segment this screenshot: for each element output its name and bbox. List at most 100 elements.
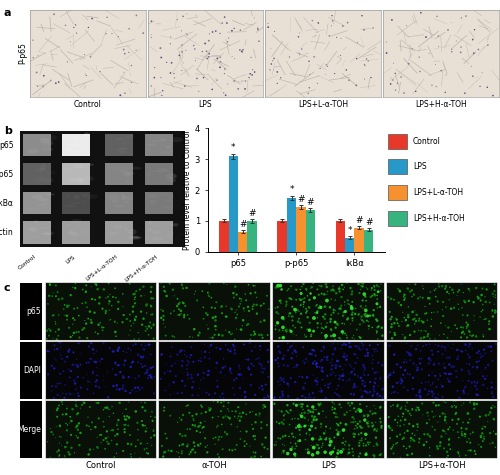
Point — [368, 352, 376, 359]
Point — [209, 314, 217, 322]
Point — [58, 295, 66, 303]
Point — [122, 387, 130, 395]
Point — [200, 428, 207, 436]
Point — [488, 348, 496, 355]
Point — [60, 301, 68, 309]
Point — [256, 346, 264, 353]
Point — [242, 400, 250, 408]
Point — [490, 300, 498, 308]
Point — [346, 407, 354, 414]
Point — [196, 329, 203, 337]
Point — [204, 371, 212, 379]
Point — [148, 374, 156, 382]
Point — [52, 293, 60, 300]
Point — [320, 303, 328, 311]
Point — [300, 392, 308, 399]
Ellipse shape — [148, 196, 156, 198]
Point — [469, 363, 477, 371]
Point — [412, 281, 420, 288]
Point — [418, 317, 426, 325]
Point — [295, 422, 303, 430]
Point — [158, 87, 166, 95]
Point — [250, 362, 258, 370]
Point — [442, 88, 450, 96]
Point — [371, 369, 379, 376]
Point — [228, 408, 236, 415]
Point — [458, 323, 466, 331]
Point — [312, 377, 320, 384]
Point — [415, 406, 423, 414]
Point — [358, 339, 366, 347]
Point — [318, 282, 326, 290]
Point — [284, 392, 292, 400]
Point — [296, 437, 304, 445]
Point — [442, 71, 450, 79]
Point — [104, 279, 112, 287]
Point — [311, 357, 319, 365]
Point — [366, 342, 374, 349]
Point — [478, 425, 486, 432]
Point — [58, 411, 66, 418]
Point — [63, 316, 71, 323]
Point — [188, 333, 196, 341]
Point — [402, 406, 410, 413]
Point — [204, 367, 212, 375]
Point — [302, 356, 310, 363]
Point — [464, 377, 472, 385]
Point — [304, 90, 312, 97]
Point — [432, 83, 440, 90]
Point — [239, 375, 247, 382]
Point — [480, 432, 488, 440]
Point — [205, 293, 213, 300]
Point — [442, 283, 450, 291]
Ellipse shape — [153, 140, 161, 142]
Point — [317, 420, 325, 428]
Point — [434, 298, 442, 305]
Point — [274, 318, 281, 326]
Point — [256, 360, 264, 368]
Point — [492, 385, 500, 392]
Point — [491, 309, 499, 316]
Point — [172, 372, 180, 380]
Point — [297, 300, 305, 308]
Point — [113, 381, 121, 389]
Point — [112, 328, 120, 336]
Point — [126, 363, 134, 371]
Point — [131, 315, 139, 323]
Point — [473, 380, 481, 387]
Point — [420, 318, 428, 326]
Point — [291, 306, 299, 314]
Point — [374, 341, 382, 348]
Point — [350, 383, 358, 390]
Point — [372, 427, 380, 435]
Point — [340, 308, 347, 316]
Point — [363, 317, 371, 324]
Ellipse shape — [127, 236, 140, 239]
Point — [72, 280, 80, 287]
Point — [410, 315, 418, 323]
Point — [479, 437, 487, 445]
Point — [264, 23, 272, 31]
Point — [160, 283, 168, 290]
Point — [337, 345, 345, 352]
Ellipse shape — [27, 149, 38, 153]
Point — [90, 446, 98, 453]
Point — [358, 283, 366, 290]
Point — [218, 309, 226, 317]
Point — [313, 381, 321, 389]
Point — [328, 399, 336, 406]
Point — [360, 60, 368, 68]
Point — [166, 352, 174, 360]
Point — [314, 80, 322, 87]
Point — [233, 306, 241, 314]
Point — [386, 342, 394, 350]
Point — [131, 294, 139, 301]
Point — [358, 429, 366, 437]
Point — [371, 348, 379, 355]
Point — [314, 400, 322, 408]
Point — [298, 289, 306, 297]
Point — [456, 452, 464, 460]
Point — [456, 394, 464, 401]
Point — [60, 367, 68, 375]
Point — [326, 435, 334, 443]
